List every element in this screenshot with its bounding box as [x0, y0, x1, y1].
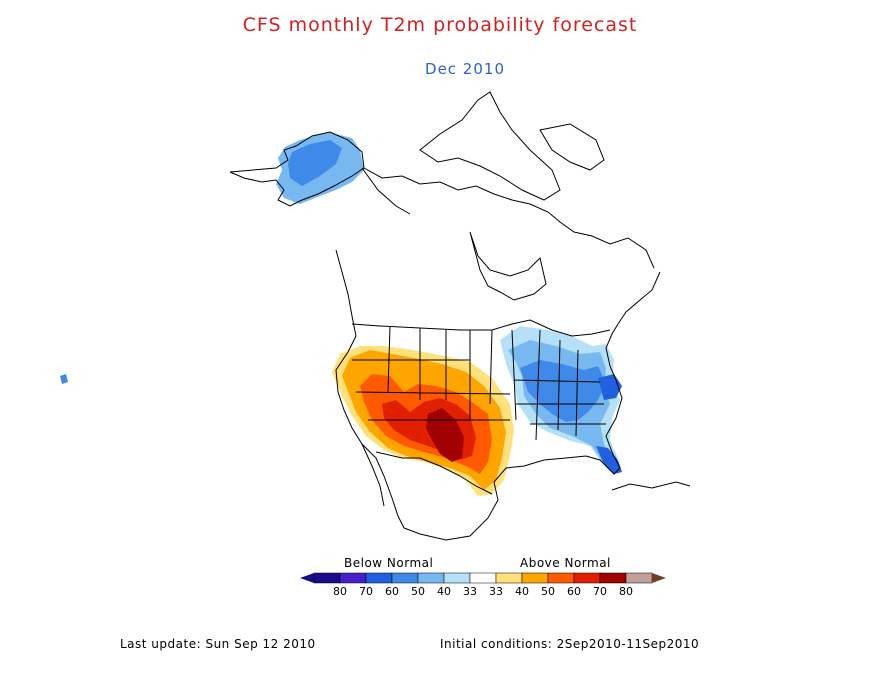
legend-above-normal-label: Above Normal: [520, 556, 611, 570]
legend-swatch-above-50: [547, 572, 575, 584]
legend-swatch-above-70: [599, 572, 627, 584]
legend-arrow-left: [300, 573, 314, 583]
legend-swatch-below-80: [313, 572, 341, 584]
state-lines: [352, 325, 606, 441]
legend-tick: 70: [593, 585, 607, 598]
alaska-border: [361, 167, 411, 215]
legend-swatch-below-70: [339, 572, 367, 584]
greenland: [539, 123, 605, 171]
legend-swatch-above-40: [521, 572, 549, 584]
east-coast-canada: [617, 271, 661, 325]
legend-swatch-below-33: [443, 572, 471, 584]
legend-tick: 60: [567, 585, 581, 598]
legend-colorbar: [300, 572, 666, 584]
legend-tick: 50: [541, 585, 555, 598]
caribbean: [611, 481, 691, 491]
legend-tick: 70: [359, 585, 373, 598]
probability-shading: [60, 132, 622, 496]
canada-arctic-coast: [363, 167, 655, 269]
legend-arrow-right: [652, 573, 666, 583]
gulf-coast: [403, 323, 623, 541]
legend-tick: 33: [463, 585, 477, 598]
legend-tick: 60: [385, 585, 399, 598]
legend-swatch-normal: [469, 572, 497, 584]
east-below-50: [520, 360, 606, 422]
initial-conditions-text: Initial conditions: 2Sep2010-11Sep2010: [440, 637, 700, 651]
west-coast: [335, 249, 405, 529]
page-title: CFS monthly T2m probability forecast: [242, 14, 638, 36]
alaska-below-50: [288, 140, 342, 186]
baja: [361, 443, 385, 507]
last-update-text: Last update: Sun Sep 12 2010: [120, 637, 316, 651]
alaska-coast: [229, 131, 365, 207]
us-mexico-border: [375, 451, 493, 495]
legend-swatch-above-60: [573, 572, 601, 584]
legend-tick: 50: [411, 585, 425, 598]
us-canada-border: [351, 319, 611, 337]
legend-tick: 80: [619, 585, 633, 598]
legend-swatch-below-60: [365, 572, 393, 584]
forecast-month: Dec 2010: [425, 60, 505, 78]
legend-swatch-above-80: [625, 572, 653, 584]
arctic-islands: [419, 91, 561, 201]
coastlines: [229, 91, 691, 541]
hawaii-below: [60, 374, 68, 384]
legend-tick: 80: [333, 585, 347, 598]
hudson-bay: [469, 231, 547, 301]
legend-swatch-below-50: [391, 572, 419, 584]
legend-swatch-below-40: [417, 572, 445, 584]
legend-tick: 40: [437, 585, 451, 598]
legend-tick: 40: [515, 585, 529, 598]
florida-below-60: [596, 446, 622, 474]
legend-tick: 33: [489, 585, 503, 598]
west-above-70: [426, 408, 464, 462]
legend-below-normal-label: Below Normal: [344, 556, 434, 570]
legend-swatch-above-33: [495, 572, 523, 584]
